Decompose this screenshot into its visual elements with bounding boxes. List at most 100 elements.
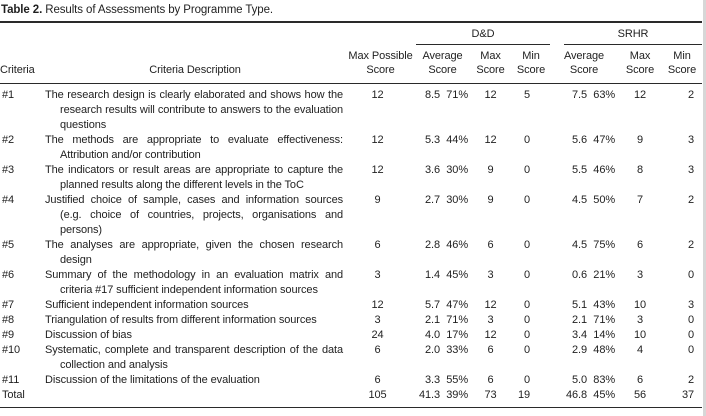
table-row: #9 Discussion of bias 24 4.0 17% 12 0 3.4… <box>0 328 702 343</box>
dd-min-cell: 0 <box>523 269 531 281</box>
dd-min-cell: 0 <box>523 194 531 206</box>
srhr-average-percent: 63% <box>593 89 616 101</box>
dd-average-score: 3.3 <box>425 374 440 386</box>
srhr-max-cell: 10 <box>633 329 647 341</box>
dd-min-cell: 0 <box>523 164 531 176</box>
table-title-label: Table 2. <box>1 4 43 16</box>
srhr-max-cell: 7 <box>637 194 644 206</box>
results-table: D&D SRHR Criteria Criteria Description M… <box>0 21 703 408</box>
criteria-cell: #8 <box>2 314 15 326</box>
dd-average-percent: 71% <box>446 314 468 326</box>
srhr-average-percent: 75% <box>593 239 616 251</box>
srhr-average-cell: 2.1 71% <box>550 313 618 328</box>
dd-average-percent: 71% <box>446 89 468 101</box>
dd-max-cell: 12 <box>484 329 497 341</box>
description-cell: The analyses are appropriate, given the … <box>45 239 343 266</box>
table-row: #7 Sufficient independent information so… <box>0 298 702 313</box>
table-row: #5 The analyses are appropriate, given t… <box>0 238 702 268</box>
max-possible-cell: 12 <box>371 134 384 146</box>
srhr-average-cell: 5.0 83% <box>550 373 618 388</box>
dd-average-score: 41.3 <box>418 389 440 401</box>
criteria-cell: #6 <box>2 269 15 281</box>
srhr-average-percent: 71% <box>593 314 616 326</box>
dd-average-percent: 17% <box>446 329 468 341</box>
criteria-cell: #2 <box>2 134 15 146</box>
scan-edge-artifact <box>703 0 706 416</box>
dd-max-cell: 6 <box>487 344 494 356</box>
srhr-average-percent: 45% <box>593 389 616 401</box>
description-cell: Sufficient independent information sourc… <box>45 299 249 311</box>
dd-average-cell: 5.3 44% <box>416 133 469 163</box>
srhr-average-percent: 50% <box>593 194 616 206</box>
srhr-average-score: 2.9 <box>572 344 588 356</box>
dd-max-cell: 6 <box>487 374 494 386</box>
description-cell: Discussion of the limitations of the eva… <box>45 374 260 386</box>
table-row: #2 The methods are appropriate to evalua… <box>0 133 702 163</box>
table-row: #1 The research design is clearly elabor… <box>0 84 702 134</box>
table-row: #8 Triangulation of results from differe… <box>0 313 702 328</box>
srhr-max-cell: 12 <box>633 89 647 101</box>
description-cell: The research design is clearly elaborate… <box>45 89 343 131</box>
dd-max-cell: 6 <box>487 239 494 251</box>
dd-max-cell: 9 <box>487 194 494 206</box>
dd-max-cell: 73 <box>484 389 497 401</box>
max-possible-cell: 9 <box>374 194 381 206</box>
dd-max-cell: 3 <box>487 269 494 281</box>
table-title-text: Results of Assessments by Programme Type… <box>45 4 273 16</box>
table-row: #3 The indicators or result areas are ap… <box>0 163 702 193</box>
dd-min-cell: 5 <box>523 89 531 101</box>
max-possible-cell: 3 <box>374 314 381 326</box>
dd-average-percent: 30% <box>446 164 468 176</box>
srhr-min-cell: 2 <box>688 239 695 251</box>
srhr-max-column-header: Max Score <box>618 45 663 84</box>
criteria-cell: #10 <box>2 344 21 356</box>
dd-average-cell: 8.5 71% <box>416 84 469 134</box>
srhr-min-cell: 2 <box>688 89 695 101</box>
group-header-dd: D&D <box>416 22 551 45</box>
dd-max-cell: 12 <box>484 89 497 101</box>
description-cell: Triangulation of results from different … <box>45 314 317 326</box>
srhr-min-cell: 3 <box>688 164 695 176</box>
srhr-average-percent: 83% <box>593 374 616 386</box>
description-cell: The indicators or result areas are appro… <box>45 164 343 191</box>
dd-average-score: 2.0 <box>425 344 440 356</box>
srhr-average-score: 4.5 <box>572 239 588 251</box>
max-possible-column-header: Max Possible Score <box>345 45 416 84</box>
dd-average-cell: 3.3 55% <box>416 373 469 388</box>
criteria-column-header: Criteria <box>0 45 45 84</box>
dd-min-cell: 0 <box>523 299 531 311</box>
srhr-min-cell: 0 <box>688 269 695 281</box>
dd-average-score: 2.1 <box>425 314 440 326</box>
criteria-cell: Total <box>2 389 25 401</box>
dd-min-cell: 0 <box>523 134 531 146</box>
srhr-min-cell: 2 <box>688 194 695 206</box>
dd-average-cell: 5.7 47% <box>416 298 469 313</box>
description-cell: The methods are appropriate to evaluate … <box>45 134 343 161</box>
srhr-average-cell: 0.6 21% <box>550 268 618 298</box>
dd-average-score: 1.4 <box>425 269 440 281</box>
max-possible-cell: 105 <box>368 389 387 401</box>
srhr-average-score: 5.6 <box>572 134 588 146</box>
dd-average-percent: 46% <box>446 239 468 251</box>
dd-average-cell: 2.7 30% <box>416 193 469 238</box>
column-header-row: Criteria Criteria Description Max Possib… <box>0 45 703 84</box>
table-row: #4 Justified choice of sample, cases and… <box>0 193 702 238</box>
dd-average-percent: 33% <box>446 344 468 356</box>
dd-min-column-header: Min Score <box>512 45 551 84</box>
dd-average-cell: 1.4 45% <box>416 268 469 298</box>
group-label-srhr: SRHR <box>564 28 703 45</box>
srhr-average-percent: 43% <box>593 299 616 311</box>
dd-max-cell: 3 <box>487 314 494 326</box>
dd-average-percent: 39% <box>446 389 468 401</box>
dd-average-cell: 4.0 17% <box>416 328 469 343</box>
description-cell: Discussion of bias <box>45 329 132 341</box>
srhr-max-cell: 4 <box>637 344 644 356</box>
dd-average-cell: 41.3 39% <box>416 388 469 408</box>
max-possible-cell: 12 <box>371 89 384 101</box>
srhr-average-cell: 3.4 14% <box>550 328 618 343</box>
criteria-cell: #9 <box>2 329 15 341</box>
dd-average-score: 4.0 <box>425 329 440 341</box>
srhr-max-cell: 6 <box>637 239 644 251</box>
srhr-max-cell: 8 <box>637 164 644 176</box>
dd-average-percent: 45% <box>446 269 468 281</box>
